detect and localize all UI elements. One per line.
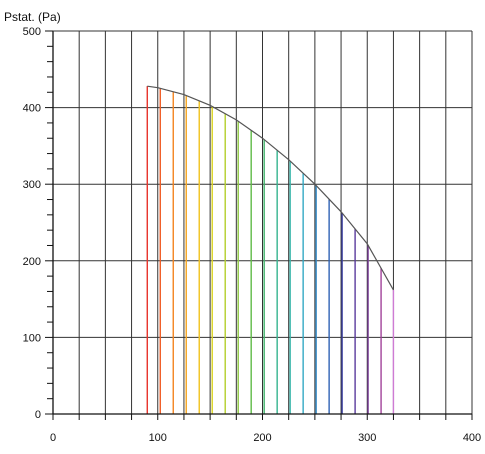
axes xyxy=(45,30,473,420)
y-tick-label: 400 xyxy=(23,103,41,115)
y-tick-label: 200 xyxy=(23,256,41,268)
y-tick-label: 300 xyxy=(23,179,41,191)
grid-lines xyxy=(53,30,473,414)
rainbow-fill-lines xyxy=(146,86,395,414)
pressure-curve xyxy=(147,85,394,291)
y-tick-label: 100 xyxy=(23,332,41,344)
y-axis-label: Pstat. (Pa) xyxy=(4,10,61,24)
y-tick-label: 0 xyxy=(35,409,41,421)
y-tick-label: 500 xyxy=(23,26,41,38)
x-tick-label: 400 xyxy=(463,432,481,444)
x-tick-label: 0 xyxy=(50,432,56,444)
curve-group xyxy=(147,85,394,291)
tick-labels: 0 100 200 300 400 500 0 100 200 300 400 xyxy=(23,26,482,444)
x-tick-label: 300 xyxy=(358,432,376,444)
x-tick-label: 100 xyxy=(149,432,167,444)
x-tick-label: 200 xyxy=(253,432,271,444)
